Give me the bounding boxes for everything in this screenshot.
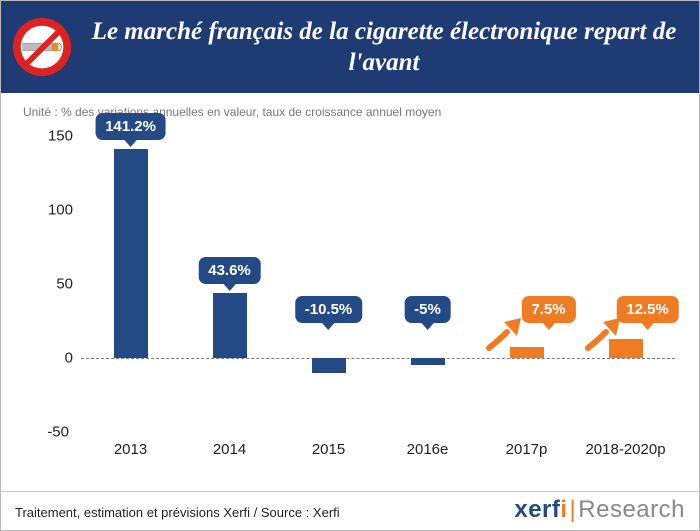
logo-text-2: i [560, 496, 567, 523]
x-tick-label: 2016e [407, 441, 449, 458]
bar [312, 358, 346, 374]
value-bubble: 43.6% [198, 257, 261, 284]
logo-text-1: xerf [514, 496, 560, 523]
x-tick-label: 2013 [114, 441, 147, 458]
logo-separator: | [568, 496, 579, 523]
x-tick-label: 2017p [506, 441, 548, 458]
y-tick-label: 100 [33, 201, 73, 218]
trend-up-arrow-icon [485, 314, 525, 354]
value-bubble: -10.5% [295, 296, 363, 323]
footer-divider [1, 491, 699, 492]
logo-text-3: Research [578, 496, 685, 523]
y-tick-label: 0 [33, 349, 73, 366]
page-title: Le marché français de la cigarette élect… [83, 16, 685, 79]
value-bubble: 7.5% [521, 296, 575, 323]
value-bubble: 141.2% [95, 113, 166, 140]
plot-region: -50050100150141.2%201343.6%2014-10.5%201… [81, 121, 675, 432]
axis-zero-line [81, 358, 675, 359]
bar [411, 358, 445, 365]
x-tick-label: 2014 [213, 441, 246, 458]
x-tick-label: 2018-2020p [585, 441, 665, 458]
x-tick-label: 2015 [312, 441, 345, 458]
chart: -50050100150141.2%201343.6%2014-10.5%201… [23, 121, 685, 460]
bar [114, 149, 148, 358]
infographic-card: Le marché français de la cigarette élect… [0, 0, 700, 531]
bar [213, 293, 247, 358]
y-tick-label: 150 [33, 127, 73, 144]
xerfi-logo: xerfi|Research [514, 496, 685, 524]
no-smoking-icon [11, 16, 73, 78]
y-tick-label: -50 [29, 424, 69, 441]
trend-up-arrow-icon [584, 314, 624, 354]
source-text: Traitement, estimation et prévisions Xer… [15, 505, 340, 520]
value-bubble: 12.5% [616, 296, 679, 323]
y-tick-label: 50 [33, 275, 73, 292]
header-bar: Le marché français de la cigarette élect… [1, 1, 699, 93]
value-bubble: -5% [404, 296, 451, 323]
